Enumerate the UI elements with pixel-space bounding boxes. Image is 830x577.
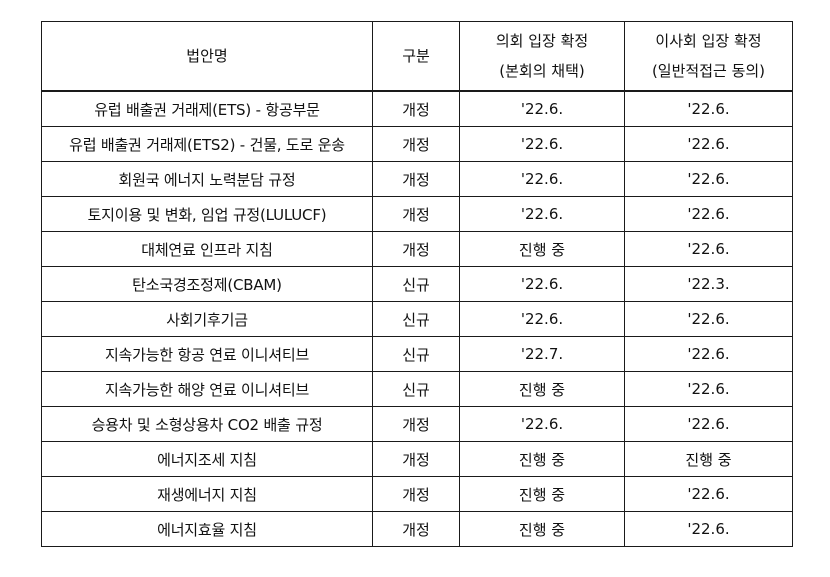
bill-name-cell: 지속가능한 항공 연료 이니셔티브 <box>41 336 373 372</box>
header-row: 법안명 구분 의회 입장 확정 (본회의 채택) 이사회 입장 확정 (일반적접… <box>41 21 793 92</box>
type-cell: 개정 <box>372 406 460 442</box>
parliament-date-cell: '22.6. <box>459 406 625 442</box>
table-row: 유럽 배출권 거래제(ETS) - 항공부문 개정 '22.6. '22.6. <box>41 90 793 127</box>
table-row: 에너지효율 지침 개정 진행 중 '22.6. <box>41 511 793 547</box>
council-date-cell: '22.6. <box>624 161 793 197</box>
type-cell: 개정 <box>372 126 460 162</box>
council-date-cell: '22.6. <box>624 476 793 512</box>
type-cell: 개정 <box>372 161 460 197</box>
council-date-cell: '22.6. <box>624 371 793 407</box>
bill-name-cell: 탄소국경조정제(CBAM) <box>41 266 373 302</box>
header-parliament-line1: 의회 입장 확정 <box>495 32 589 50</box>
table-row: 승용차 및 소형상용차 CO2 배출 규정 개정 '22.6. '22.6. <box>41 406 793 442</box>
legislation-status-table: 법안명 구분 의회 입장 확정 (본회의 채택) 이사회 입장 확정 (일반적접… <box>41 21 793 547</box>
table-row: 재생에너지 지침 개정 진행 중 '22.6. <box>41 476 793 512</box>
bill-name-cell: 토지이용 및 변화, 임업 규정(LULUCF) <box>41 196 373 232</box>
type-cell: 개정 <box>372 90 460 127</box>
table-row: 지속가능한 항공 연료 이니셔티브 신규 '22.7. '22.6. <box>41 336 793 372</box>
parliament-date-cell: 진행 중 <box>459 441 625 477</box>
bill-name-cell: 에너지효율 지침 <box>41 511 373 547</box>
header-type-label: 구분 <box>402 47 430 65</box>
header-parliament-position: 의회 입장 확정 (본회의 채택) <box>459 21 625 92</box>
parliament-date-cell: 진행 중 <box>459 511 625 547</box>
bill-name-cell: 재생에너지 지침 <box>41 476 373 512</box>
parliament-date-cell: 진행 중 <box>459 476 625 512</box>
type-cell: 개정 <box>372 511 460 547</box>
parliament-date-cell: 진행 중 <box>459 371 625 407</box>
parliament-date-cell: '22.6. <box>459 90 625 127</box>
parliament-date-cell: '22.6. <box>459 196 625 232</box>
table-row: 유럽 배출권 거래제(ETS2) - 건물, 도로 운송 개정 '22.6. '22.… <box>41 126 793 162</box>
council-date-cell: '22.6. <box>624 231 793 267</box>
header-bill-name-label: 법안명 <box>186 47 228 65</box>
council-date-cell: '22.6. <box>624 336 793 372</box>
bill-name-cell: 유럽 배출권 거래제(ETS2) - 건물, 도로 운송 <box>41 126 373 162</box>
council-date-cell: '22.6. <box>624 90 793 127</box>
council-date-cell: '22.6. <box>624 126 793 162</box>
table-row: 사회기후기금 신규 '22.6. '22.6. <box>41 301 793 337</box>
council-date-cell: '22.6. <box>624 406 793 442</box>
parliament-date-cell: '22.6. <box>459 126 625 162</box>
table-row: 대체연료 인프라 지침 개정 진행 중 '22.6. <box>41 231 793 267</box>
council-date-cell: '22.6. <box>624 511 793 547</box>
table-header: 법안명 구분 의회 입장 확정 (본회의 채택) 이사회 입장 확정 (일반적접… <box>41 21 793 92</box>
table-row: 에너지조세 지침 개정 진행 중 진행 중 <box>41 441 793 477</box>
type-cell: 신규 <box>372 301 460 337</box>
table-row: 토지이용 및 변화, 임업 규정(LULUCF) 개정 '22.6. '22.6. <box>41 196 793 232</box>
type-cell: 신규 <box>372 371 460 407</box>
parliament-date-cell: 진행 중 <box>459 231 625 267</box>
council-date-cell: '22.6. <box>624 301 793 337</box>
council-date-cell: '22.3. <box>624 266 793 302</box>
bill-name-cell: 에너지조세 지침 <box>41 441 373 477</box>
council-date-cell: 진행 중 <box>624 441 793 477</box>
bill-name-cell: 회원국 에너지 노력분담 규정 <box>41 161 373 197</box>
council-date-cell: '22.6. <box>624 196 793 232</box>
header-type: 구분 <box>372 21 460 92</box>
table-row: 탄소국경조정제(CBAM) 신규 '22.6. '22.3. <box>41 266 793 302</box>
header-council-line1: 이사회 입장 확정 <box>655 32 762 50</box>
type-cell: 개정 <box>372 476 460 512</box>
table-body: 유럽 배출권 거래제(ETS) - 항공부문 개정 '22.6. '22.6. 유럽 배… <box>41 90 793 547</box>
type-cell: 개정 <box>372 196 460 232</box>
parliament-date-cell: '22.7. <box>459 336 625 372</box>
header-parliament-line2: (본회의 채택) <box>499 62 585 80</box>
bill-name-cell: 사회기후기금 <box>41 301 373 337</box>
bill-name-cell: 지속가능한 해양 연료 이니셔티브 <box>41 371 373 407</box>
type-cell: 개정 <box>372 231 460 267</box>
header-council-line2: (일반적접근 동의) <box>651 62 766 80</box>
bill-name-cell: 승용차 및 소형상용차 CO2 배출 규정 <box>41 406 373 442</box>
table-row: 지속가능한 해양 연료 이니셔티브 신규 진행 중 '22.6. <box>41 371 793 407</box>
table-row: 회원국 에너지 노력분담 규정 개정 '22.6. '22.6. <box>41 161 793 197</box>
header-bill-name: 법안명 <box>41 21 373 92</box>
bill-name-cell: 유럽 배출권 거래제(ETS) - 항공부문 <box>41 90 373 127</box>
parliament-date-cell: '22.6. <box>459 161 625 197</box>
header-council-position: 이사회 입장 확정 (일반적접근 동의) <box>624 21 793 92</box>
bill-name-cell: 대체연료 인프라 지침 <box>41 231 373 267</box>
type-cell: 개정 <box>372 441 460 477</box>
type-cell: 신규 <box>372 336 460 372</box>
type-cell: 신규 <box>372 266 460 302</box>
parliament-date-cell: '22.6. <box>459 301 625 337</box>
parliament-date-cell: '22.6. <box>459 266 625 302</box>
